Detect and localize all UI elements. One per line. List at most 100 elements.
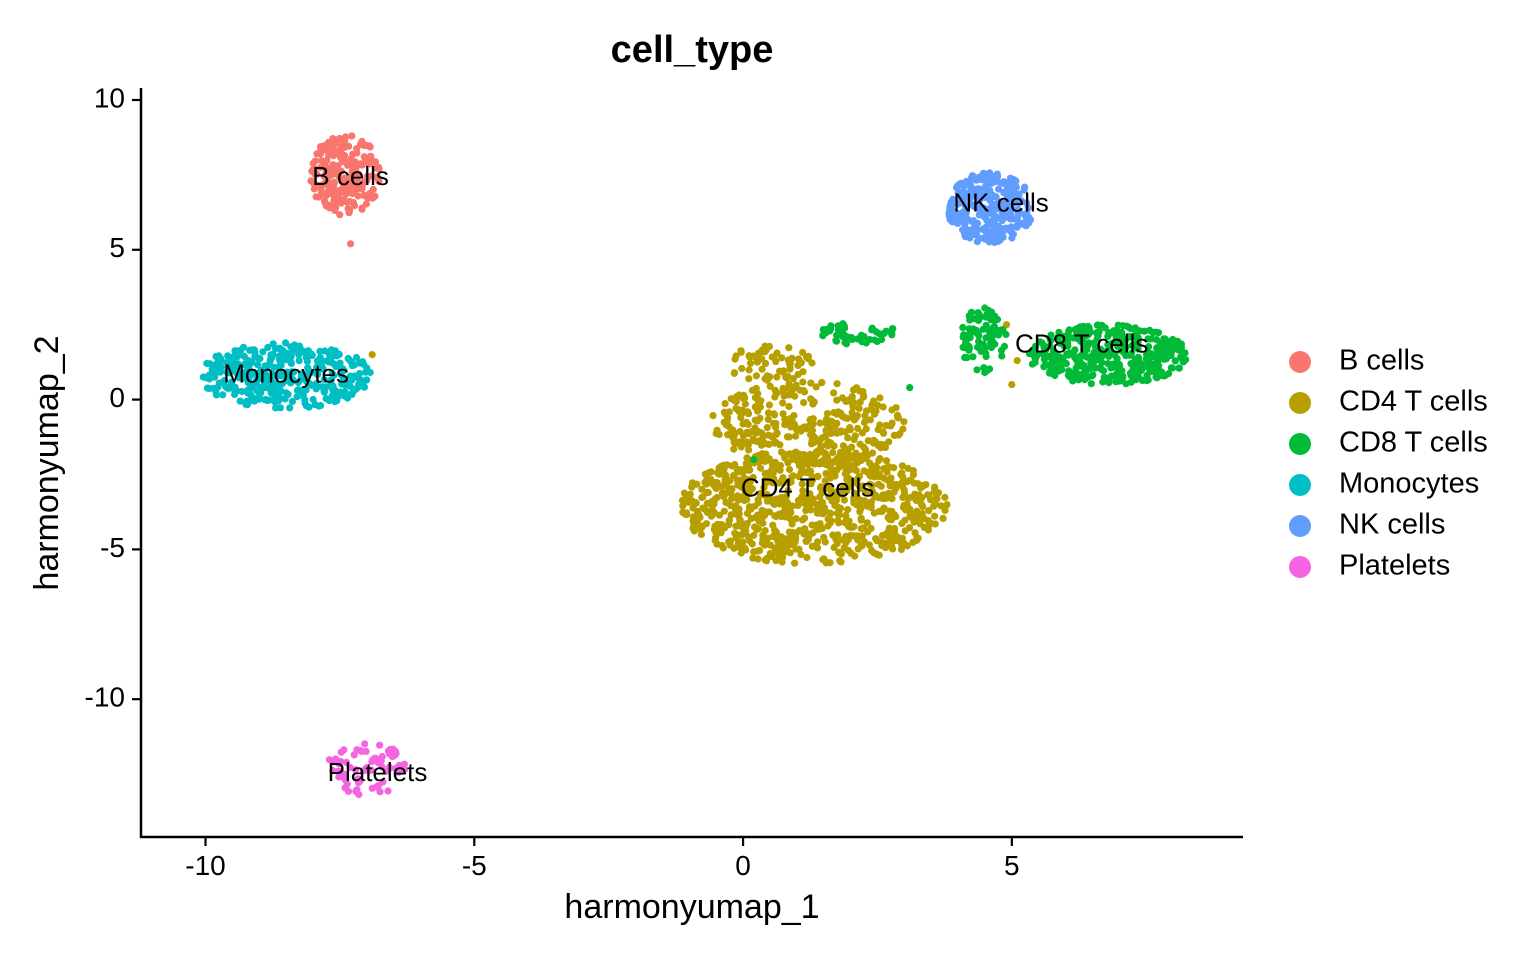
point <box>758 365 766 373</box>
y-axis-ticks: 10 5 0 -5 -10 <box>85 82 141 713</box>
point <box>894 414 903 422</box>
point <box>875 551 883 559</box>
point <box>283 368 291 376</box>
point <box>885 515 894 523</box>
point <box>821 477 829 485</box>
point <box>783 433 792 441</box>
point <box>898 469 906 477</box>
point <box>831 472 839 480</box>
point <box>965 344 974 352</box>
point <box>1177 353 1185 361</box>
point <box>860 538 868 546</box>
point <box>989 200 997 208</box>
point <box>781 505 789 513</box>
point <box>259 348 267 356</box>
point <box>305 403 313 411</box>
point <box>348 390 356 398</box>
x-tick-label: 0 <box>735 850 751 881</box>
point <box>882 457 891 465</box>
x-tick-label: -10 <box>185 850 225 881</box>
point <box>807 506 815 514</box>
point <box>859 482 867 490</box>
legend-key <box>1289 515 1311 537</box>
point <box>870 436 878 444</box>
legend-label: Monocytes <box>1339 468 1479 500</box>
point <box>959 323 967 332</box>
point <box>754 407 762 415</box>
point <box>742 527 750 535</box>
point <box>1080 346 1088 354</box>
point <box>1047 331 1055 339</box>
point <box>792 432 800 440</box>
point <box>702 520 711 528</box>
point <box>888 419 896 427</box>
point <box>743 438 751 446</box>
point <box>1122 352 1130 360</box>
point <box>328 392 336 400</box>
point <box>868 481 876 489</box>
point <box>868 324 876 332</box>
point <box>761 527 769 535</box>
point <box>750 531 758 539</box>
point <box>1127 349 1136 357</box>
point <box>1075 330 1083 338</box>
point <box>367 152 375 160</box>
point <box>340 153 348 161</box>
point <box>962 337 970 346</box>
point <box>791 559 799 567</box>
point <box>683 510 691 519</box>
point <box>270 363 278 371</box>
point <box>961 202 970 210</box>
point <box>813 501 821 509</box>
point <box>727 537 735 545</box>
point <box>1169 343 1177 351</box>
point <box>818 457 826 465</box>
point <box>346 763 354 772</box>
point <box>974 185 982 193</box>
point <box>335 773 343 781</box>
point <box>779 384 787 392</box>
point <box>712 429 720 438</box>
point <box>287 343 295 351</box>
point <box>952 184 961 192</box>
point <box>1069 351 1078 359</box>
point <box>832 336 840 344</box>
point <box>331 398 339 406</box>
point <box>764 415 772 423</box>
point <box>336 211 344 219</box>
point <box>1088 352 1096 360</box>
series-nk-cells <box>945 169 1035 247</box>
point <box>752 372 761 380</box>
point <box>923 491 932 499</box>
point <box>984 306 993 314</box>
point <box>1032 342 1040 350</box>
point <box>385 764 393 773</box>
point <box>768 551 776 559</box>
point <box>683 493 692 501</box>
cluster-label-nk-cells: NK cells <box>953 188 1048 218</box>
legend-item-cd8-t-cells: CD8 T cells <box>1289 427 1488 459</box>
point <box>1113 355 1121 363</box>
point <box>874 442 883 450</box>
point <box>861 498 869 506</box>
legend-item-monocytes: Monocytes <box>1289 468 1479 500</box>
point <box>771 393 779 401</box>
point <box>730 445 738 453</box>
point <box>998 352 1006 360</box>
point <box>762 492 770 500</box>
point <box>800 460 808 468</box>
point <box>833 380 841 388</box>
point <box>277 345 285 353</box>
point <box>1145 343 1153 351</box>
points-layer <box>199 132 1190 799</box>
point <box>794 456 802 464</box>
point <box>369 194 377 202</box>
point <box>1154 329 1163 337</box>
point <box>776 466 784 474</box>
point <box>1152 373 1160 381</box>
point <box>844 506 852 514</box>
point <box>1171 357 1179 365</box>
point <box>1168 364 1177 372</box>
point <box>803 553 811 562</box>
point <box>860 418 869 426</box>
